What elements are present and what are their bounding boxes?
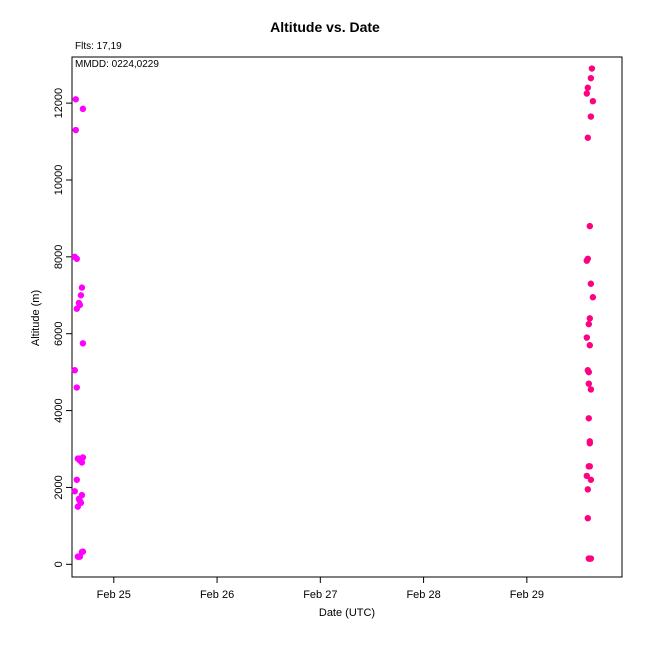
data-point-s1-18	[586, 342, 594, 349]
data-point-s0-8	[73, 476, 81, 483]
flights-note: Flts: 17,19	[75, 41, 122, 52]
data-point-s1-31	[589, 294, 597, 301]
data-point-s1-5	[584, 134, 591, 141]
data-point-s0-7	[73, 384, 81, 391]
data-point-s1-16	[586, 222, 594, 230]
x-tick-label-0: Feb 25	[97, 589, 131, 601]
data-point-s1-3	[583, 90, 590, 97]
data-point-s1-27	[587, 476, 595, 483]
data-point-s0-28	[79, 105, 87, 113]
data-point-s0-27	[79, 548, 87, 555]
mmdd-note: MMDD: 0224,0229	[75, 59, 159, 70]
data-point-s0-0	[71, 367, 78, 374]
data-point-s1-29	[588, 65, 596, 72]
data-point-s1-12	[585, 380, 592, 387]
data-points	[71, 65, 597, 562]
data-point-s1-10	[585, 368, 592, 376]
data-point-s1-25	[587, 280, 595, 287]
data-point-s0-30	[79, 454, 87, 461]
plot-frame	[71, 56, 623, 578]
data-point-s1-17	[586, 315, 594, 322]
data-point-s0-4	[72, 126, 80, 134]
data-point-s0-16	[76, 301, 84, 309]
x-tick-label-4: Feb 29	[510, 589, 544, 601]
x-axis-label: Date (UTC)	[318, 607, 376, 619]
data-point-s1-28	[587, 555, 595, 562]
data-point-s1-4	[584, 84, 591, 91]
x-axis: Feb 25 Feb 26 Feb 27 Feb 28 Feb 29	[97, 577, 544, 601]
data-point-s0-22	[78, 284, 86, 291]
data-point-s1-20	[586, 463, 594, 470]
data-point-s1-6	[584, 255, 591, 262]
data-point-s0-29	[79, 340, 87, 347]
data-point-s1-8	[584, 486, 591, 493]
data-point-s1-11	[585, 320, 592, 328]
data-point-s1-24	[587, 113, 595, 120]
x-tick-label-3: Feb 28	[406, 589, 440, 601]
y-tick-label-2: 4000	[53, 398, 65, 422]
data-point-s0-2	[71, 488, 78, 495]
x-tick-label-2: Feb 27	[303, 589, 337, 601]
data-point-s0-24	[78, 491, 86, 499]
data-point-s1-26	[587, 386, 595, 393]
y-tick-label-5: 10000	[53, 165, 65, 196]
x-tick-label-1: Feb 26	[200, 589, 234, 601]
data-point-s0-21	[77, 499, 85, 507]
y-tick-label-6: 12000	[53, 88, 65, 119]
y-tick-label-3: 6000	[53, 321, 65, 345]
data-point-s1-0	[583, 334, 590, 341]
y-axis: 0 2000 4000 6000 8000 10000 12000	[53, 88, 72, 567]
y-tick-label-1: 2000	[53, 475, 65, 499]
y-tick-label-0: 0	[53, 561, 65, 567]
y-axis-label: Altitude (m)	[30, 289, 42, 347]
data-point-s1-23	[587, 74, 595, 82]
data-point-s1-21	[586, 438, 594, 445]
data-point-s0-3	[72, 96, 80, 103]
y-tick-label-4: 8000	[53, 245, 65, 269]
chart-title: Altitude vs. Date	[270, 19, 380, 35]
data-point-s0-26	[78, 459, 86, 466]
data-point-s1-13	[585, 415, 592, 422]
data-point-s1-30	[589, 97, 597, 105]
data-point-s1-1	[583, 472, 590, 480]
data-point-s1-9	[584, 514, 591, 522]
data-point-s0-5	[73, 255, 81, 262]
data-point-s0-20	[77, 292, 85, 299]
